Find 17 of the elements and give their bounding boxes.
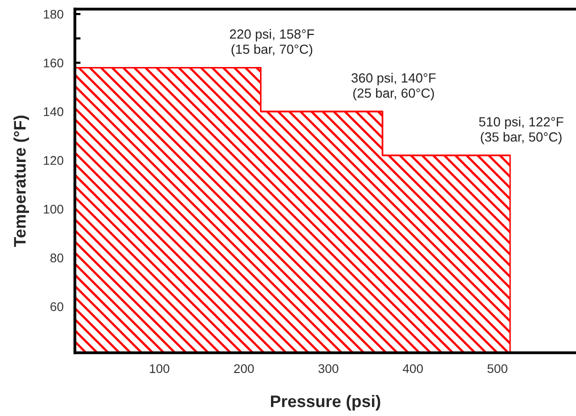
x-axis-title: Pressure (psi)	[270, 394, 380, 411]
x-tick-label: 500	[487, 364, 508, 374]
x-tick-label: 100	[150, 364, 170, 374]
y-axis-title: Temperature (°F)	[13, 116, 30, 247]
y-tick-label: 120	[44, 156, 64, 165]
y-tick-label: 60	[50, 302, 64, 312]
annotation: 220 psi, 158°F (15 bar, 70°C)	[230, 29, 314, 57]
x-tick-label: 200	[234, 364, 254, 374]
y-tick-label: 100	[44, 204, 64, 214]
annotation: 360 psi, 140°F (25 bar, 60°C)	[351, 72, 436, 100]
y-tick-label: 180	[44, 10, 64, 19]
annotation: 510 psi, 122°F (35 bar, 50°C)	[479, 116, 564, 144]
x-tick-label: 300	[318, 364, 338, 374]
y-tick-label: 140	[44, 107, 64, 116]
y-tick-label: 160	[44, 58, 64, 68]
x-tick-label: 400	[402, 364, 423, 374]
y-tick-label: 80	[50, 254, 64, 262]
